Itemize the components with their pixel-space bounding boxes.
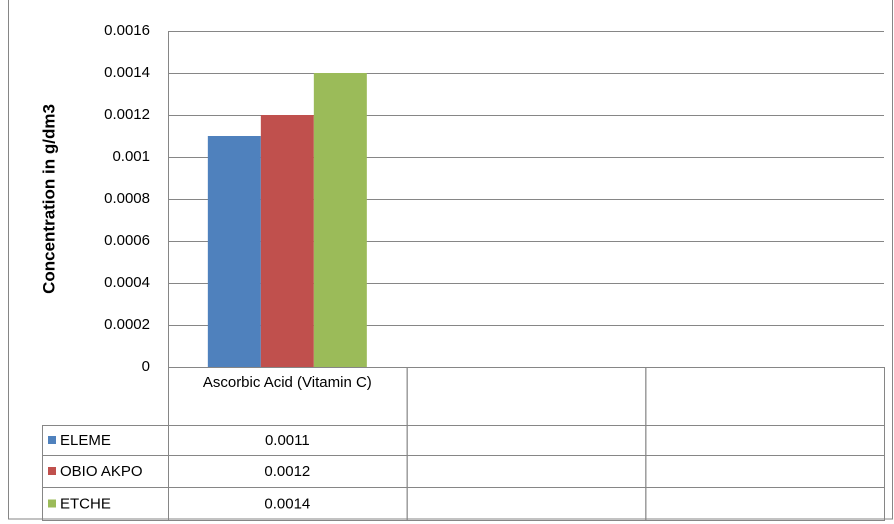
legend-label: OBIO AKPO	[60, 463, 143, 480]
table-value: 0.0011	[265, 432, 310, 449]
y-tick-label: 0.0016	[104, 22, 150, 39]
bar	[260, 115, 314, 367]
x-tick-label: Ascorbic Acid (Vitamin C)	[202, 374, 372, 391]
y-tick-label: 0.0012	[104, 106, 150, 123]
chart-frame	[8, 0, 893, 520]
legend-swatch	[48, 467, 56, 475]
bar	[313, 73, 367, 367]
legend-label: ELEME	[60, 432, 111, 449]
y-axis-title: Concentration in g/dm3	[39, 104, 58, 294]
legend-label: ETCHE	[60, 495, 111, 512]
y-tick-label: 0.0014	[104, 64, 150, 81]
y-tick-label: 0.0004	[104, 274, 150, 291]
x-tick-label-box: Ascorbic Acid (Vitamin C)	[202, 374, 372, 391]
y-tick-label: 0	[142, 358, 150, 375]
table-value: 0.0014	[264, 495, 310, 512]
y-tick-label: 0.0006	[104, 232, 150, 249]
y-tick-label: 0.0002	[104, 316, 150, 333]
y-tick-label: 0.0008	[104, 190, 150, 207]
bar	[207, 136, 261, 367]
table-value: 0.0012	[264, 463, 310, 480]
table-cell	[645, 487, 885, 521]
legend-swatch	[48, 436, 56, 444]
y-tick-label: 0.001	[112, 148, 150, 165]
legend-swatch	[48, 499, 56, 508]
